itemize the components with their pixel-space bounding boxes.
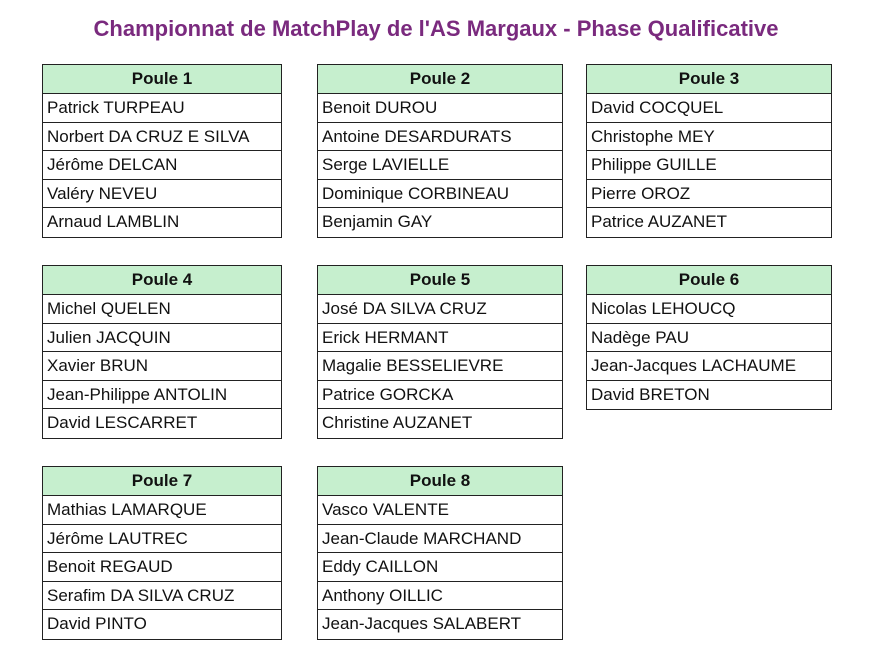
player-cell: Antoine DESARDURATS [318,123,562,152]
player-cell: Nicolas LEHOUCQ [587,295,831,324]
poule-table: Poule 5 José DA SILVA CRUZ Erick HERMANT Ma… [317,265,563,439]
player-cell: Benjamin GAY [322,212,433,232]
poule-header: Poule 2 [318,65,562,94]
player-cell: Patrick TURPEAU [43,94,281,123]
poule-table: Poule 7 Mathias LAMARQUE Jérôme LAUTREC Ben… [42,466,282,640]
poule-table: Poule 4 Michel QUELEN Julien JACQUIN Xavier… [42,265,282,439]
player-cell: Pierre OROZ [587,180,831,209]
player-cell: Julien JACQUIN [43,324,281,353]
player-cell: Vasco VALENTE [318,496,562,525]
player-cell: Dominique CORBINEAU [318,180,562,209]
player-cell: Patrice AUZANET [591,212,728,232]
page-title: Championnat de MatchPlay de l'AS Margaux… [93,16,779,41]
poule-header: Poule 6 [587,266,831,295]
poule-header: Poule 3 [587,65,831,94]
player-cell: Benoit DUROU [318,94,562,123]
player-cell: Christophe MEY [587,123,831,152]
player-cell: José DA SILVA CRUZ [318,295,562,324]
poule-header: Poule 7 [43,467,281,496]
player-cell: Benoit REGAUD [43,553,281,582]
player-cell: Magalie BESSELIEVRE [318,352,562,381]
poule-table: Poule 6 Nicolas LEHOUCQ Nadège PAU Jean-Jac… [586,265,832,411]
poule-table: Poule 2 Benoit DUROU Antoine DESARDURATS Se… [317,64,563,238]
player-cell: Xavier BRUN [43,352,281,381]
player-cell: David PINTO [47,614,147,634]
player-cell: David LESCARRET [47,413,198,433]
player-cell: David BRETON [591,384,710,404]
poule-header: Poule 4 [43,266,281,295]
player-cell: Serafim DA SILVA CRUZ [43,582,281,611]
poule-table: Poule 8 Vasco VALENTE Jean-Claude MARCHAND… [317,466,563,640]
player-cell: Jean-Claude MARCHAND [318,525,562,554]
player-cell: David COCQUEL [587,94,831,123]
poule-header: Poule 5 [318,266,562,295]
player-cell: Jérôme LAUTREC [43,525,281,554]
poule-table: Poule 3 David COCQUEL Christophe MEY Philip… [586,64,832,238]
player-cell: Philippe GUILLE [587,151,831,180]
poule-header: Poule 8 [318,467,562,496]
player-cell: Jean-Jacques LACHAUME [587,352,831,381]
player-cell: Michel QUELEN [43,295,281,324]
poule-header: Poule 1 [43,65,281,94]
player-cell: Arnaud LAMBLIN [47,212,180,232]
player-cell: Jean-Jacques SALABERT [322,614,522,634]
player-cell: Patrice GORCKA [318,381,562,410]
poule-table: Poule 1 Patrick TURPEAU Norbert DA CRUZ E … [42,64,282,238]
player-cell: Jérôme DELCAN [43,151,281,180]
player-cell: Erick HERMANT [318,324,562,353]
player-cell: Valéry NEVEU [43,180,281,209]
player-cell: Jean-Philippe ANTOLIN [43,381,281,410]
player-cell: Eddy CAILLON [318,553,562,582]
player-cell: Mathias LAMARQUE [43,496,281,525]
player-cell: Anthony OILLIC [318,582,562,611]
player-cell: Norbert DA CRUZ E SILVA [43,123,281,152]
player-cell: Christine AUZANET [322,413,473,433]
player-cell: Nadège PAU [587,324,831,353]
player-cell: Serge LAVIELLE [318,151,562,180]
